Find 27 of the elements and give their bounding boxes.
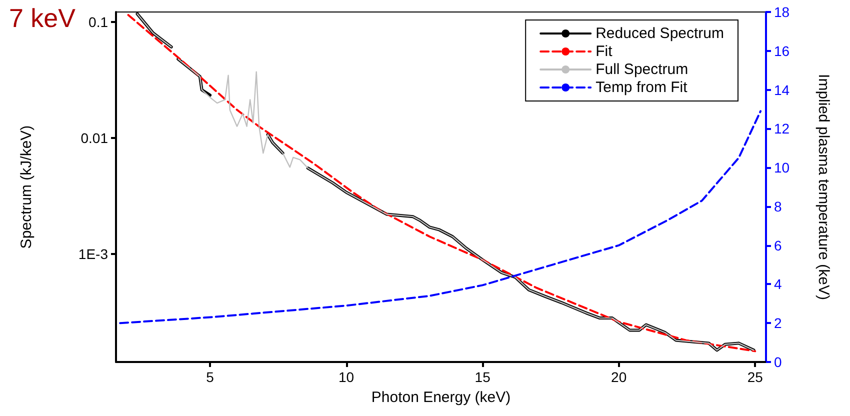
legend-label: Temp from Fit: [596, 79, 688, 96]
line-series: [119, 110, 762, 324]
y-tick-label: 0.1: [88, 14, 108, 30]
y-tick-label: 1E-3: [78, 246, 108, 262]
x-tick-label: 5: [206, 369, 214, 385]
y2-tick-label: 16: [774, 42, 790, 59]
x-tick-label: 25: [747, 369, 764, 385]
y2-axis-title: Implied plasma temperature (keV): [815, 74, 832, 300]
y2-tick-label: 6: [774, 237, 782, 254]
y-axis-title: Spectrum (kJ/keV): [18, 125, 35, 249]
chart-title: 7 keV: [9, 3, 76, 33]
x-tick-label: 20: [611, 369, 627, 385]
y2-tick-label: 0: [774, 354, 782, 370]
x-tick-label: 15: [474, 369, 491, 385]
y2-tick-label: 10: [774, 160, 790, 176]
y2-tick-label: 18: [774, 4, 790, 20]
y2-tick-label: 14: [774, 82, 790, 98]
y2-tick-label: 12: [774, 120, 790, 137]
y2-tick-label: 4: [774, 276, 782, 292]
y2-tick-label: 2: [774, 315, 782, 332]
y-tick-label: 0.01: [80, 130, 108, 146]
x-axis-title: Photon Energy (keV): [371, 389, 511, 406]
legend-label: Full Spectrum: [596, 61, 688, 78]
y2-tick-label: 8: [774, 198, 782, 214]
legend-label: Fit: [596, 43, 614, 60]
legend-label: Reduced Spectrum: [596, 25, 724, 42]
x-tick-label: 10: [338, 369, 354, 385]
